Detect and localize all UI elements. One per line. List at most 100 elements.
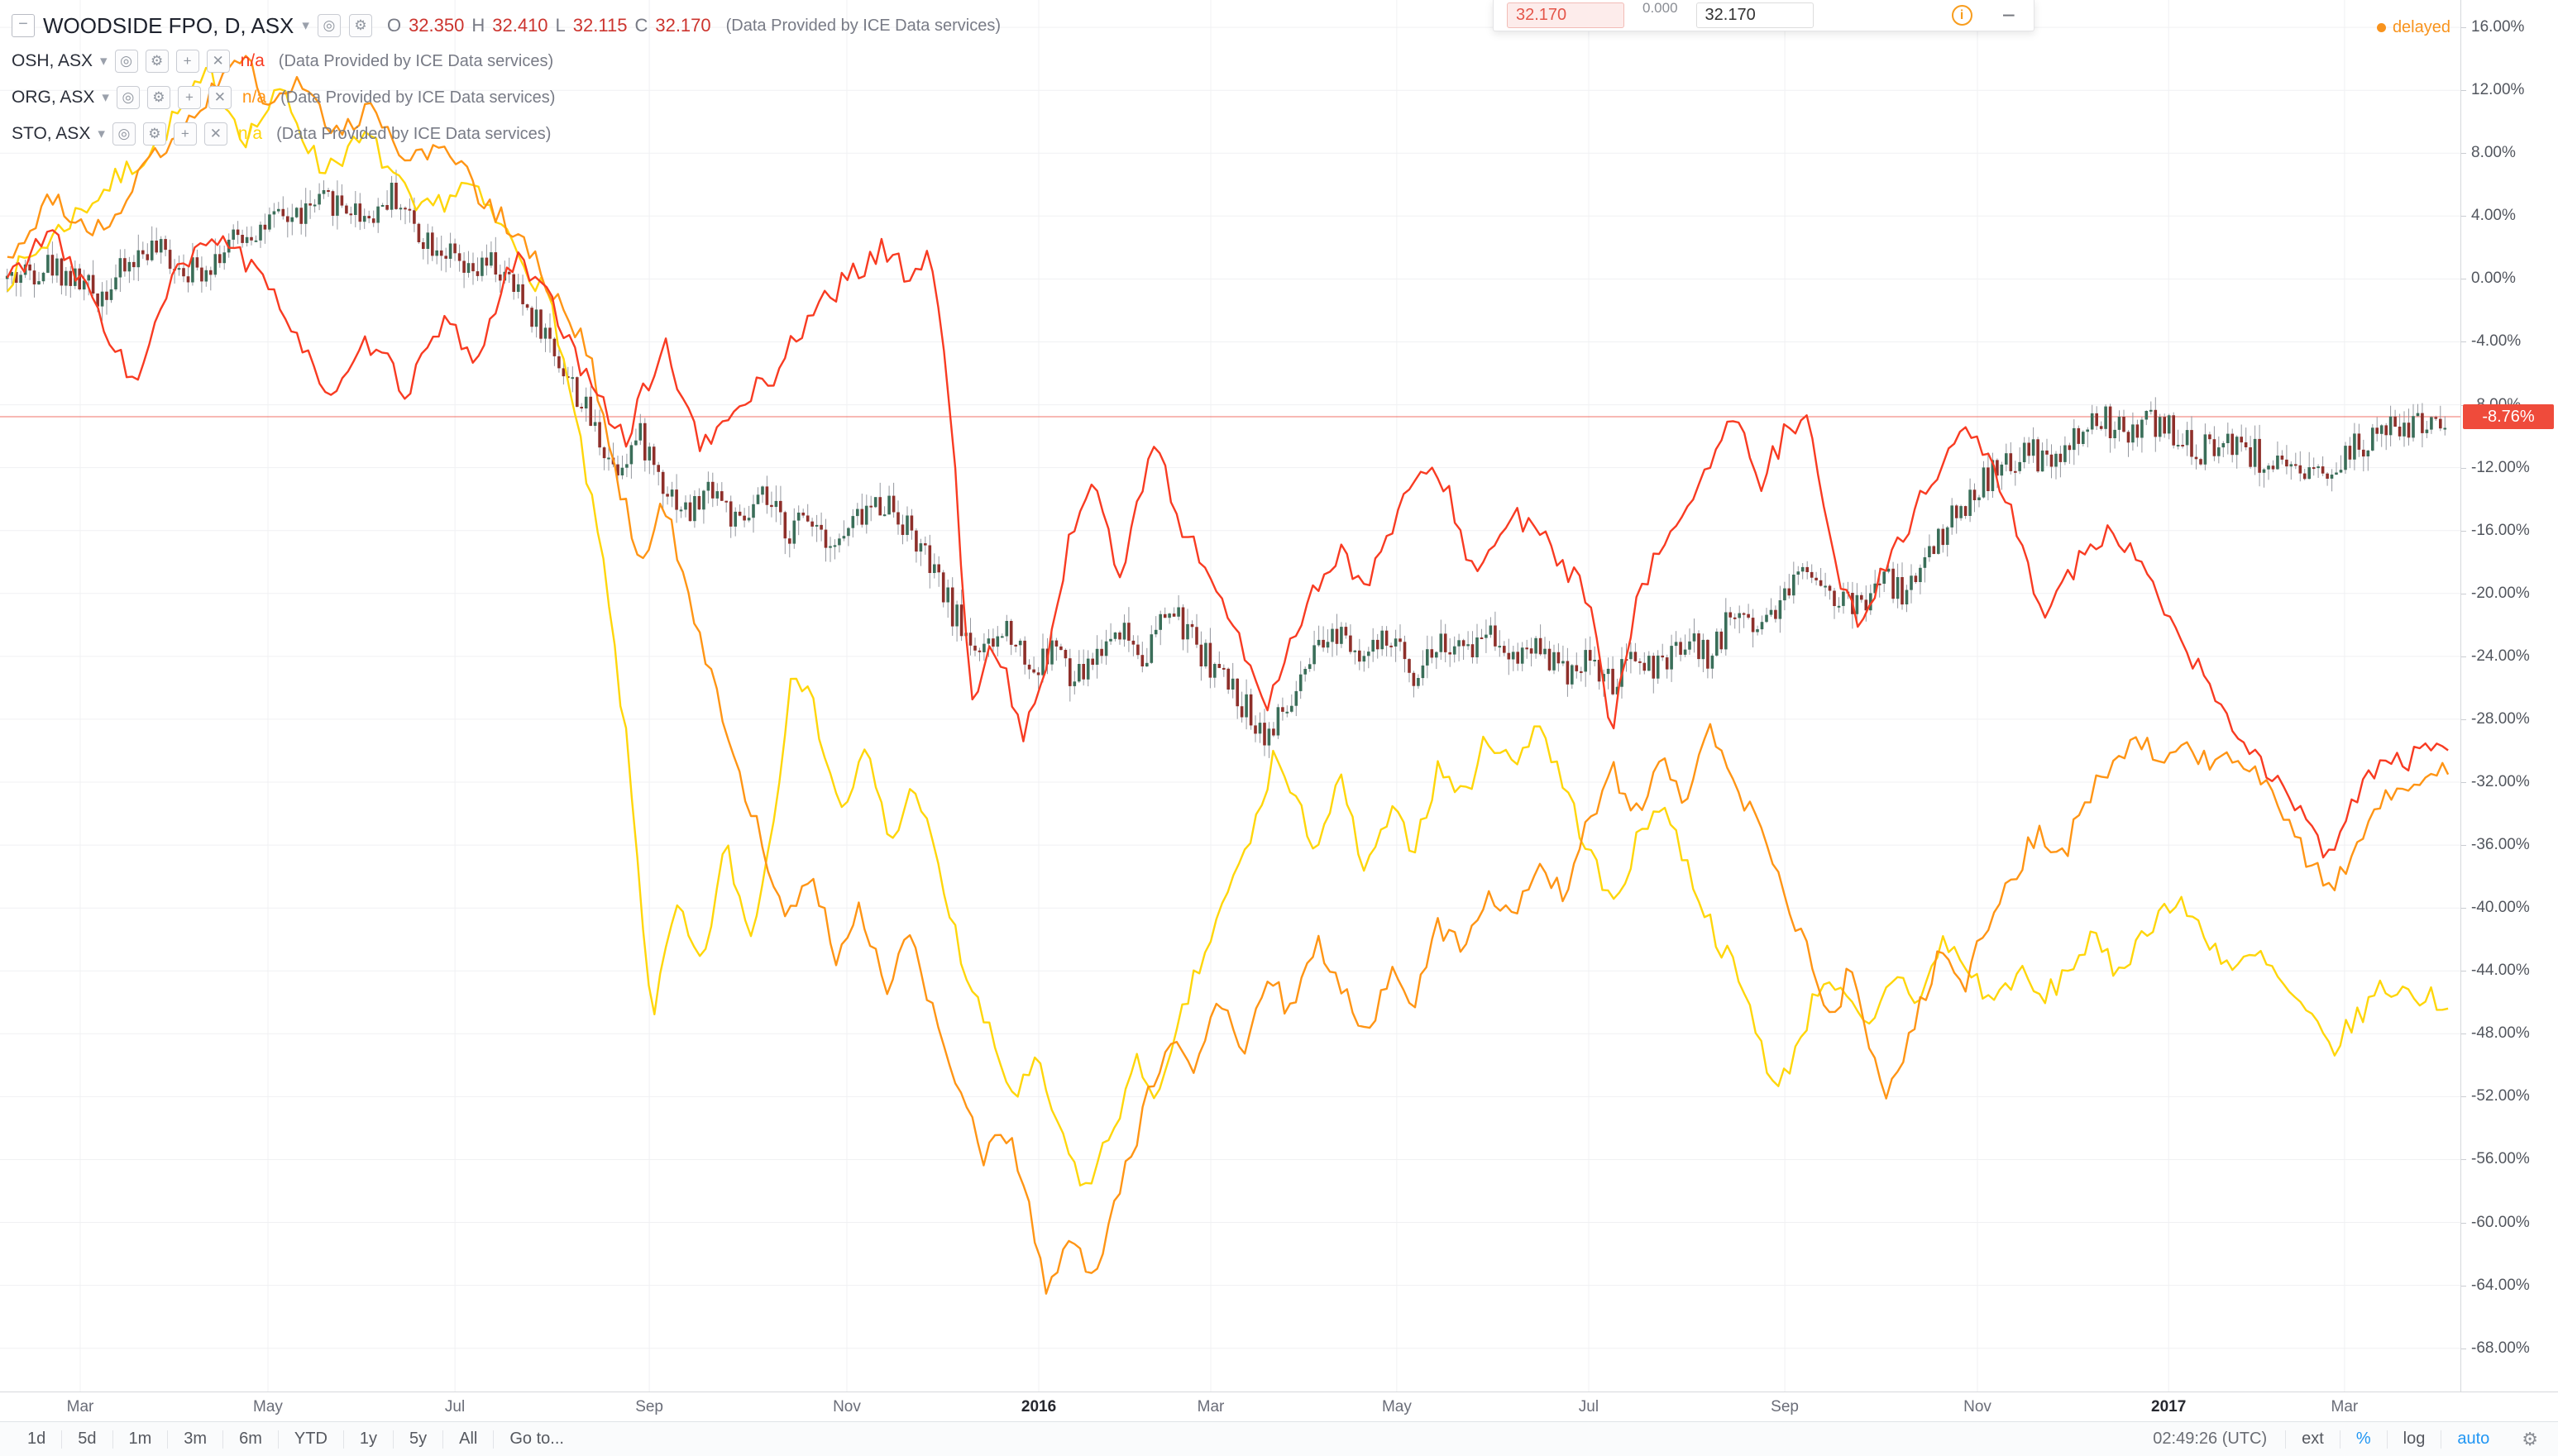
price-axis-label: -4.00% <box>2471 332 2522 351</box>
chevron-down-icon[interactable]: ▾ <box>100 53 108 69</box>
data-provider-note: (Data Provided by ICE Data services) <box>276 124 552 143</box>
price-axis-label: -20.00% <box>2471 584 2530 602</box>
close-icon[interactable]: ✕ <box>206 50 230 73</box>
line-series-sto <box>6 66 2449 1186</box>
gear-icon[interactable]: ⚙ <box>142 122 166 146</box>
main-symbol-row[interactable]: − WOODSIDE FPO, D, ASX ▾ ◎ ⚙ O 32.350 H … <box>12 8 1001 43</box>
compare-value: n/a <box>240 51 265 70</box>
time-axis-label: May <box>1381 1398 1412 1415</box>
chart-plot-area[interactable] <box>0 0 2460 1392</box>
chevron-down-icon[interactable]: ▾ <box>102 89 109 105</box>
open-value: 32.350 <box>409 15 465 36</box>
gear-icon[interactable]: ⚙ <box>145 50 169 73</box>
chevron-down-icon[interactable]: ▾ <box>98 126 105 141</box>
line-series-org <box>7 55 2450 1295</box>
price-axis-label: -64.00% <box>2471 1276 2530 1294</box>
time-axis-label: Jul <box>444 1398 466 1415</box>
legend-collapse-icon[interactable]: − <box>12 14 35 37</box>
compare-value: n/a <box>241 88 267 107</box>
minus-button[interactable]: − <box>2001 2 2015 28</box>
delayed-dot-icon <box>2376 23 2386 32</box>
compare-row-sto[interactable]: STO, ASX ▾ ◎ ⚙ + ✕ n/a (Data Provided by ICE Da… <box>12 116 1001 152</box>
price-axis-label: -36.00% <box>2471 836 2530 854</box>
alert-price-input[interactable]: 32.170 <box>1507 2 1624 28</box>
compare-symbol[interactable]: STO, ASX <box>12 124 91 143</box>
settings-gear-icon[interactable]: ⚙ <box>2522 1428 2538 1449</box>
time-axis[interactable]: Mar May Jul Sep Nov 2016 Mar May Jul Sep Nov 2017 Ma… <box>0 1392 2558 1422</box>
price-axis-label: 0.00% <box>2471 270 2516 288</box>
chevron-down-icon[interactable]: ▾ <box>302 17 309 33</box>
compare-symbol[interactable]: OSH, ASX <box>12 51 93 70</box>
compare-row-org[interactable]: ORG, ASX ▾ ◎ ⚙ + ✕ n/a (Data Provided by ICE Da… <box>12 79 1001 116</box>
line-series-osh <box>6 229 2449 859</box>
gear-icon[interactable]: ⚙ <box>348 14 372 37</box>
price-axis-label: 12.00% <box>2471 81 2525 99</box>
eye-icon[interactable]: ◎ <box>116 86 140 109</box>
plus-icon[interactable]: + <box>175 50 199 73</box>
low-label: L <box>555 15 566 36</box>
data-provider-note: (Data Provided by ICE Data services) <box>278 51 554 70</box>
ext-button[interactable]: ext <box>2302 1430 2324 1448</box>
compare-value: n/a <box>237 124 263 143</box>
auto-scale-button[interactable]: auto <box>2457 1430 2490 1448</box>
range-button-1m[interactable]: 1m <box>128 1430 152 1448</box>
price-axis-label: -12.00% <box>2471 458 2530 476</box>
price-axis-label: -40.00% <box>2471 899 2530 917</box>
time-axis-label: May <box>253 1398 283 1415</box>
close-icon[interactable]: ✕ <box>208 86 232 109</box>
price-axis-label: -16.00% <box>2471 521 2530 539</box>
time-axis-label: Mar <box>66 1398 94 1415</box>
bottom-toolbar: 1d 5d 1m 3m 6m YTD 1y 5y All Go to... 02:49:26 (U… <box>0 1421 2558 1456</box>
time-axis-label: Mar <box>2331 1398 2359 1415</box>
range-button-5d[interactable]: 5d <box>78 1430 97 1448</box>
eye-icon[interactable]: ◎ <box>317 14 341 37</box>
price-axis-label: -60.00% <box>2471 1213 2530 1231</box>
price-axis-label: -44.00% <box>2471 962 2530 980</box>
toolbar-right: 02:49:26 (UTC) ext % log auto ⚙ <box>2138 1429 2543 1450</box>
time-axis-label: Jul <box>1578 1398 1599 1415</box>
eye-icon[interactable]: ◎ <box>112 122 136 146</box>
range-button-all[interactable]: All <box>459 1430 478 1448</box>
plus-icon[interactable]: + <box>177 86 201 109</box>
time-axis-label: Mar <box>1197 1398 1225 1415</box>
range-button-ytd[interactable]: YTD <box>294 1430 328 1448</box>
range-button-6m[interactable]: 6m <box>239 1430 262 1448</box>
open-label: O <box>386 15 402 36</box>
range-buttons: 1d 5d 1m 3m 6m YTD 1y 5y All Go to... <box>15 1430 576 1449</box>
price-axis-label: 16.00% <box>2471 18 2525 36</box>
range-button-1y[interactable]: 1y <box>359 1430 378 1448</box>
info-icon[interactable]: i <box>1951 5 1972 26</box>
close-icon[interactable]: ✕ <box>203 122 227 146</box>
range-button-3m[interactable]: 3m <box>184 1430 208 1448</box>
price-axis-label: -68.00% <box>2471 1339 2530 1357</box>
price-axis-label: -48.00% <box>2471 1024 2530 1043</box>
range-button-1d[interactable]: 1d <box>27 1430 46 1448</box>
plus-icon[interactable]: + <box>173 122 197 146</box>
alert-price-input-2[interactable]: 32.170 <box>1695 2 1814 28</box>
time-axis-label: 2016 <box>1021 1398 1057 1415</box>
eye-icon[interactable]: ◎ <box>114 50 138 73</box>
ohlc-values: O 32.350 H 32.410 L 32.115 C 32.170 <box>387 15 711 36</box>
price-axis[interactable]: -8.76% 16.00% 12.00% 8.00% 4.00% 0.00% -4.00%… <box>2460 0 2558 1392</box>
legend: − WOODSIDE FPO, D, ASX ▾ ◎ ⚙ O 32.350 H … <box>12 8 1001 152</box>
range-button-5y[interactable]: 5y <box>409 1430 428 1448</box>
low-value: 32.115 <box>572 15 628 36</box>
data-provider-note: (Data Provided by ICE Data services) <box>725 16 1001 35</box>
alert-delta-value: 0.000 <box>1642 0 1678 16</box>
time-axis-label: Nov <box>1963 1398 1991 1415</box>
high-value: 32.410 <box>492 15 548 36</box>
price-chart[interactable] <box>0 0 2460 1392</box>
clock-button[interactable]: 02:49:26 (UTC) <box>2153 1430 2268 1448</box>
compare-row-osh[interactable]: OSH, ASX ▾ ◎ ⚙ + ✕ n/a (Data Provided by ICE Da… <box>12 43 1001 79</box>
close-value: 32.170 <box>655 15 711 36</box>
compare-rows: OSH, ASX ▾ ◎ ⚙ + ✕ n/a (Data Provided by ICE Da… <box>12 43 1001 152</box>
percent-scale-button[interactable]: % <box>2355 1430 2371 1448</box>
price-axis-label: -24.00% <box>2471 647 2530 665</box>
price-axis-label: -52.00% <box>2471 1087 2530 1105</box>
compare-symbol[interactable]: ORG, ASX <box>12 88 95 107</box>
gear-icon[interactable]: ⚙ <box>146 86 170 109</box>
price-axis-label: 8.00% <box>2471 144 2516 162</box>
main-symbol-title[interactable]: WOODSIDE FPO, D, ASX <box>43 12 294 38</box>
goto-button[interactable]: Go to... <box>509 1430 564 1448</box>
log-scale-button[interactable]: log <box>2403 1430 2426 1448</box>
